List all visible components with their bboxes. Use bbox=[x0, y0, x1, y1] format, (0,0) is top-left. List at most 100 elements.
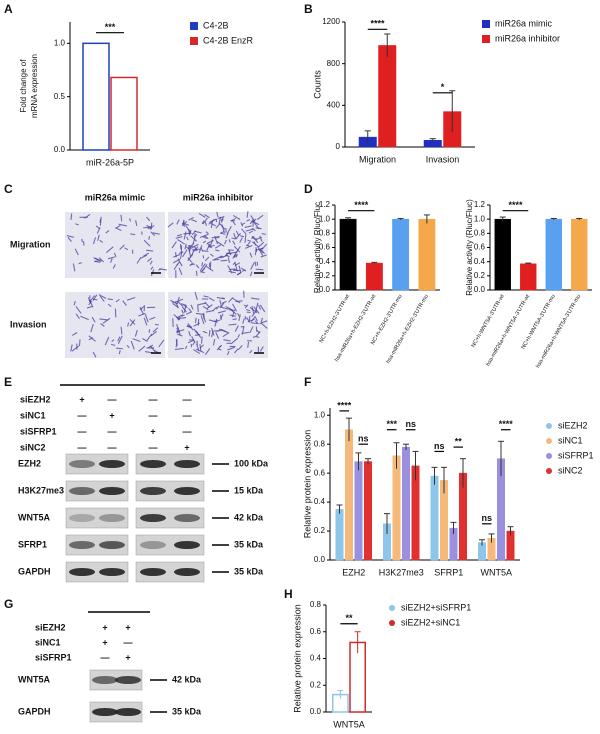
cell bbox=[158, 339, 165, 348]
size-label: 100 kDa bbox=[234, 458, 269, 468]
significance-label: **** bbox=[337, 400, 352, 410]
panel-letter: F bbox=[304, 375, 311, 389]
bar bbox=[494, 218, 511, 291]
cell bbox=[174, 300, 179, 308]
cell bbox=[245, 309, 251, 312]
cell bbox=[248, 230, 254, 234]
cell bbox=[120, 326, 123, 335]
significance-label: ** bbox=[345, 613, 353, 623]
cell bbox=[88, 300, 93, 306]
legend-swatch bbox=[482, 20, 490, 28]
cell bbox=[228, 307, 234, 312]
cell bbox=[200, 246, 204, 252]
band bbox=[69, 460, 95, 468]
error-bar bbox=[441, 466, 447, 494]
cell bbox=[177, 317, 187, 320]
cell bbox=[107, 303, 112, 307]
blot-strip bbox=[135, 507, 205, 529]
micrograph-bg bbox=[65, 292, 165, 358]
cell bbox=[148, 236, 151, 240]
bar bbox=[335, 509, 344, 561]
cell bbox=[250, 322, 259, 325]
size-label: 35 kDa bbox=[234, 566, 264, 576]
cell bbox=[214, 236, 219, 245]
cell bbox=[181, 309, 184, 314]
y-axis-title: mRNA expression bbox=[30, 54, 39, 118]
cell bbox=[235, 300, 243, 303]
cell bbox=[107, 256, 116, 260]
cell bbox=[99, 216, 102, 226]
y-tick-label: 800 bbox=[327, 59, 341, 68]
x-tick-label: miR-26a-5P bbox=[86, 157, 134, 167]
cell bbox=[214, 244, 222, 249]
y-tick-label: 0.4 bbox=[474, 257, 486, 266]
significance-label: ns bbox=[481, 513, 492, 523]
cell bbox=[258, 304, 262, 310]
bar bbox=[82, 42, 110, 151]
error-bar bbox=[365, 458, 371, 465]
error-bar bbox=[403, 443, 409, 450]
cell bbox=[244, 225, 252, 228]
cell bbox=[149, 345, 156, 353]
cell bbox=[212, 338, 216, 346]
cell bbox=[187, 339, 195, 344]
cell bbox=[233, 254, 238, 258]
cell bbox=[94, 257, 102, 262]
error-bar bbox=[479, 539, 485, 546]
condition-mark: — bbox=[78, 410, 87, 420]
cell bbox=[235, 232, 242, 240]
cell bbox=[245, 244, 253, 249]
cell bbox=[260, 254, 267, 258]
cell bbox=[111, 339, 115, 343]
y-tick-label: 1.2 bbox=[319, 200, 331, 209]
y-tick-label: 0.8 bbox=[310, 600, 322, 609]
cell bbox=[220, 215, 225, 222]
cell bbox=[228, 249, 232, 256]
blot-strip bbox=[135, 561, 205, 583]
row-label: Migration bbox=[10, 239, 51, 249]
cell bbox=[235, 230, 240, 237]
cell bbox=[119, 244, 125, 250]
cell bbox=[195, 348, 205, 354]
cell bbox=[173, 253, 181, 258]
cell bbox=[247, 239, 252, 242]
cell bbox=[254, 315, 258, 322]
cell bbox=[193, 322, 200, 327]
condition-label: siNC2 bbox=[20, 442, 46, 452]
bar bbox=[520, 263, 537, 291]
cell bbox=[238, 314, 241, 321]
cell bbox=[233, 348, 239, 354]
cell bbox=[260, 248, 266, 255]
bar bbox=[392, 455, 401, 561]
cell bbox=[187, 323, 194, 331]
cell bbox=[195, 270, 198, 277]
cell bbox=[194, 334, 201, 336]
legend-label: miR26a mimic bbox=[495, 18, 553, 28]
cell bbox=[174, 347, 184, 350]
bar bbox=[430, 475, 439, 561]
cell bbox=[188, 249, 192, 258]
blot-strip bbox=[135, 453, 205, 475]
cell bbox=[193, 246, 199, 253]
cell bbox=[186, 236, 189, 241]
cell bbox=[205, 310, 214, 313]
condition-label: siSFRP1 bbox=[20, 426, 57, 436]
cell bbox=[185, 311, 192, 315]
band bbox=[99, 541, 125, 549]
cell bbox=[257, 241, 265, 249]
cell bbox=[220, 218, 224, 223]
cell bbox=[110, 343, 116, 347]
cell bbox=[139, 306, 145, 315]
cell bbox=[223, 339, 231, 342]
y-tick-label: 0.6 bbox=[474, 243, 486, 252]
cell bbox=[70, 213, 73, 220]
bar bbox=[378, 45, 397, 148]
bar bbox=[365, 262, 383, 291]
cell bbox=[195, 264, 200, 269]
cell bbox=[237, 313, 240, 317]
cell bbox=[167, 222, 174, 228]
cell bbox=[188, 331, 191, 337]
condition-mark: + bbox=[125, 622, 130, 632]
cell bbox=[117, 335, 123, 344]
cell bbox=[104, 336, 110, 346]
